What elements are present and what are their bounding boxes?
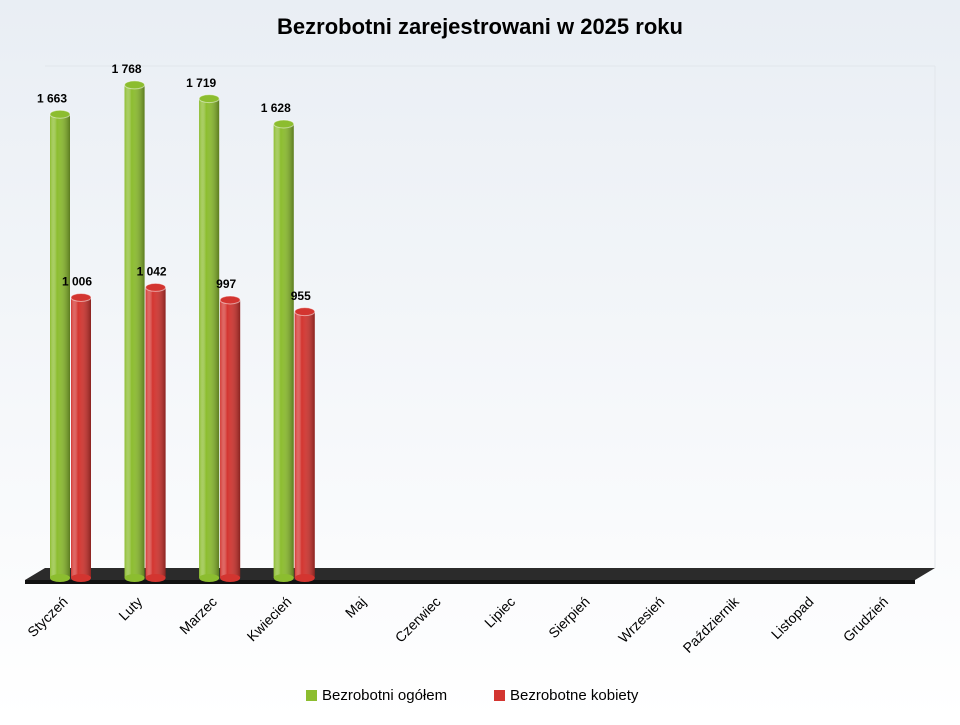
bar-base — [294, 574, 315, 582]
bar-group — [294, 307, 316, 582]
bar-base — [50, 574, 70, 582]
data-label: 1 628 — [261, 101, 291, 115]
bar-cap — [294, 307, 316, 317]
bar-base — [273, 574, 294, 582]
bar-group — [273, 119, 295, 582]
data-label: 955 — [291, 289, 311, 303]
bar-shade — [273, 123, 294, 579]
bar-cap — [273, 119, 295, 129]
legend-label: Bezrobotne kobiety — [510, 687, 639, 704]
bar-cap — [219, 295, 241, 305]
data-label: 997 — [216, 277, 236, 291]
chart-title: Bezrobotni zarejestrowani w 2025 roku — [277, 14, 683, 39]
bar-shade — [124, 84, 145, 579]
bar-base — [71, 574, 91, 582]
bar-base — [124, 574, 145, 582]
bar-cap — [124, 80, 146, 90]
legend-swatch — [494, 690, 505, 701]
bar-shade — [294, 311, 315, 578]
bar-group — [198, 94, 220, 582]
bar-cap — [49, 109, 71, 119]
bar-group — [124, 80, 146, 582]
bar-shade — [71, 297, 91, 578]
bar-group — [145, 282, 167, 582]
bar-base — [220, 574, 241, 582]
bar-shade — [145, 287, 166, 578]
bar-base — [199, 574, 220, 582]
data-label: 1 042 — [137, 265, 167, 279]
bar-group — [70, 292, 92, 582]
bar-cap — [198, 94, 220, 104]
bar-cap — [70, 292, 92, 302]
data-label: 1 663 — [37, 91, 67, 105]
floor — [25, 568, 935, 580]
bar-group — [49, 109, 71, 582]
data-label: 1 006 — [62, 275, 92, 289]
bar-shade — [199, 98, 220, 578]
bar-shade — [50, 114, 70, 579]
bar-cap — [145, 282, 167, 292]
legend-label: Bezrobotni ogółem — [322, 687, 447, 704]
bar-group — [219, 295, 241, 582]
data-label: 1 719 — [186, 76, 216, 90]
legend-swatch — [306, 690, 317, 701]
data-label: 1 768 — [112, 62, 142, 76]
bar-base — [145, 574, 166, 582]
bar-shade — [220, 299, 241, 578]
floor-edge — [25, 580, 915, 584]
